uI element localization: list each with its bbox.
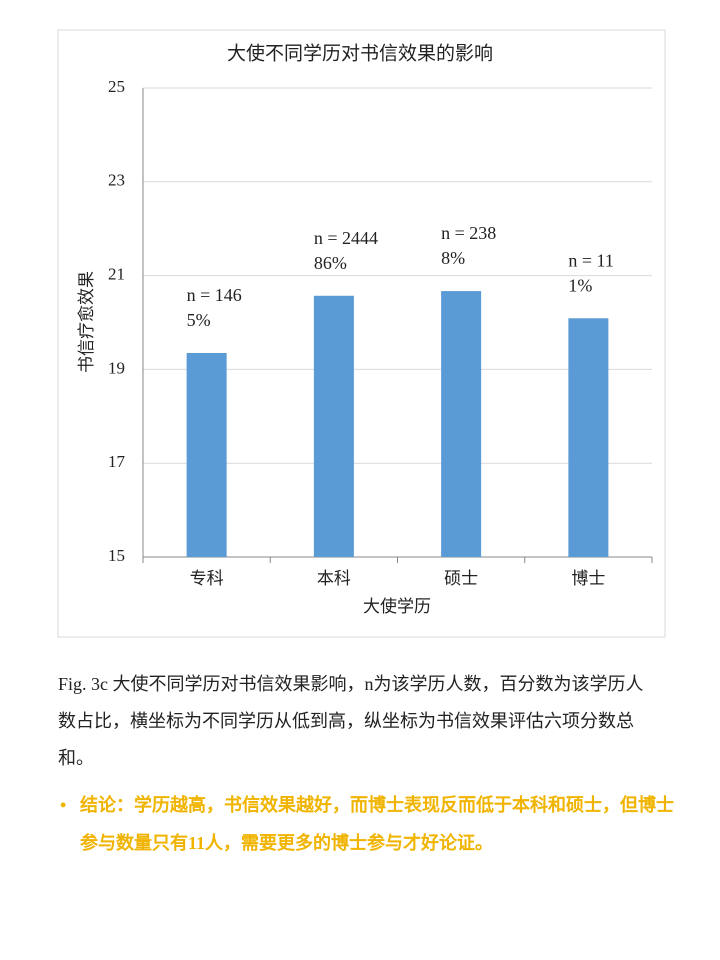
x-tick-label: 本科: [317, 569, 351, 588]
data-label: 8%: [441, 248, 465, 268]
x-tick-label: 专科: [190, 569, 224, 588]
caption: Fig. 3c 大使不同学历对书信效果影响，n为该学历人数，百分数为该学历人数占…: [58, 674, 644, 768]
bar: [441, 291, 482, 557]
data-label: 5%: [187, 310, 211, 330]
bar: [186, 352, 227, 557]
chart-title: 大使不同学历对书信效果的影响: [227, 42, 493, 64]
data-label: 86%: [314, 253, 347, 273]
x-tick-label: 博士: [571, 569, 605, 588]
bar: [568, 318, 609, 557]
y-axis-label: 书信疗愈效果: [77, 271, 96, 373]
conclusion: 结论：学历越高，书信效果越好，而博士表现反而低于本科和硕士，但博士参与数量只有1…: [80, 786, 684, 862]
x-tick-label: 硕士: [444, 569, 478, 588]
bar: [313, 295, 354, 557]
y-tick-label: 23: [108, 171, 125, 190]
data-label: 1%: [568, 275, 592, 295]
data-label: n = 2444: [314, 228, 378, 248]
data-label: n = 146: [187, 285, 242, 305]
x-axis-label: 大使学历: [363, 596, 431, 616]
chart-frame: [57, 29, 666, 638]
y-tick-label: 15: [108, 546, 125, 565]
data-label: n = 11: [568, 250, 613, 270]
y-tick-label: 25: [108, 77, 125, 96]
conclusion-list: 结论：学历越高，书信效果越好，而博士表现反而低于本科和硕士，但博士参与数量只有1…: [58, 786, 684, 862]
y-tick-label: 21: [108, 265, 125, 284]
y-tick-label: 17: [108, 452, 126, 471]
chart: 大使不同学历对书信效果的影响 大使学历 书信疗愈效果 15 17 19 21 23 25 专…: [57, 29, 666, 638]
y-tick-label: 19: [108, 358, 125, 377]
data-label: n = 238: [441, 223, 496, 243]
